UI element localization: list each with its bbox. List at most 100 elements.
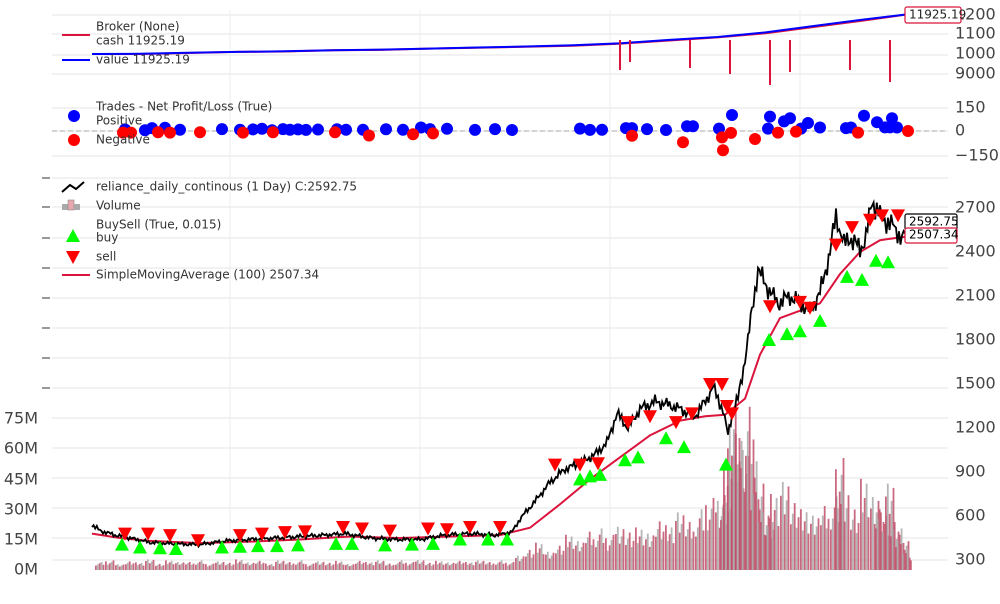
volume-bar xyxy=(516,555,519,570)
volume-bar xyxy=(475,561,477,570)
volume-bar xyxy=(751,493,754,570)
volume-bar xyxy=(412,562,415,570)
broker-last-value-label: 11925.19 xyxy=(909,8,966,22)
volume-bar xyxy=(886,483,889,570)
volume-bar xyxy=(426,564,429,570)
negative-trade-point xyxy=(407,128,419,141)
volume-bar xyxy=(646,533,649,570)
volume-bar xyxy=(508,564,511,570)
buy-marker xyxy=(593,467,607,481)
volume-bar xyxy=(626,538,629,570)
volume-bar xyxy=(515,558,517,570)
buy-marker xyxy=(583,469,597,483)
negative-trade-point xyxy=(790,125,802,138)
volume-bar xyxy=(135,562,137,570)
volume-bar xyxy=(342,564,345,570)
volume-bar xyxy=(275,561,277,570)
sell-marker xyxy=(573,458,587,472)
volume-bar xyxy=(495,564,497,570)
price-y-tick: 1200 xyxy=(955,418,996,437)
sell-marker xyxy=(591,457,605,471)
volume-bar xyxy=(408,564,411,570)
volume-bar xyxy=(105,561,107,570)
volume-bar xyxy=(820,525,822,570)
volume-bar xyxy=(546,551,549,570)
trades-y-tick: 0 xyxy=(955,121,965,140)
volume-bar xyxy=(435,560,437,570)
volume-bar xyxy=(166,563,169,570)
volume-bar xyxy=(615,534,617,570)
volume-bar xyxy=(771,522,774,570)
buy-marker xyxy=(631,450,645,464)
volume-bar xyxy=(552,552,555,570)
buy-marker xyxy=(251,539,265,553)
buy-marker xyxy=(453,532,467,546)
volume-bar xyxy=(402,563,405,570)
volume-bar xyxy=(165,560,167,570)
volume-bar xyxy=(636,543,639,570)
volume-bar xyxy=(490,564,493,570)
volume-bar xyxy=(810,523,812,570)
buy-marker xyxy=(169,542,183,555)
volume-bar xyxy=(278,563,281,570)
volume-bar xyxy=(496,563,499,570)
volume-bar xyxy=(148,563,151,570)
close-price-line xyxy=(91,198,911,549)
negative-trade-point xyxy=(427,127,439,140)
negative-trade-point xyxy=(363,129,375,142)
volume-bar xyxy=(705,505,707,570)
negative-trade-point xyxy=(626,129,638,142)
volume-bar xyxy=(773,510,776,570)
volume-bar xyxy=(170,560,173,570)
volume-bar xyxy=(592,539,595,570)
price-legend: reliance_daily_continous (1 Day) C:2592.… xyxy=(61,180,357,282)
volume-bar xyxy=(835,469,837,570)
sell-marker xyxy=(118,527,132,541)
volume-bar xyxy=(728,425,731,570)
sell-marker xyxy=(875,209,889,223)
volume-bar xyxy=(270,563,273,570)
volume-bar xyxy=(465,562,467,570)
volume-bar xyxy=(620,536,623,570)
volume-bar xyxy=(280,562,283,570)
volume-bar xyxy=(688,522,691,570)
positive-trade-point xyxy=(174,123,186,136)
volume-bar xyxy=(827,518,830,570)
volume-bar xyxy=(576,541,579,570)
volume-bar xyxy=(406,565,409,570)
positive-trade-point xyxy=(247,123,259,136)
volume-bar xyxy=(851,519,854,570)
buy-marker xyxy=(573,472,587,486)
volume-bar xyxy=(566,547,569,570)
volume-bar xyxy=(128,561,131,570)
volume-bar xyxy=(350,565,353,570)
volume-bar xyxy=(368,563,371,570)
negative-trade-point xyxy=(852,126,864,139)
volume-bar xyxy=(385,565,387,570)
volume-bar xyxy=(685,536,687,570)
volume-bar xyxy=(606,550,609,570)
broker-legend: Broker (None)cash 11925.19 value 11925.19 xyxy=(62,20,190,67)
volume-bar xyxy=(118,566,121,570)
volume-bar xyxy=(102,564,105,570)
broker-y-tick: 1100 xyxy=(955,24,996,43)
volume-bar xyxy=(550,555,553,570)
volume-bar xyxy=(98,563,101,570)
volume-bar xyxy=(528,549,531,570)
volume-bar xyxy=(445,563,447,570)
volume-bar xyxy=(736,481,739,570)
volume-bar xyxy=(235,559,237,570)
volume-bar xyxy=(125,564,127,570)
sell-marker xyxy=(725,407,739,421)
buy-marker xyxy=(762,333,776,346)
volume-bar xyxy=(96,564,99,570)
volume-bar xyxy=(645,539,647,570)
volume-bar xyxy=(758,509,761,570)
volume-bar xyxy=(905,553,907,570)
buy-marker xyxy=(500,532,514,546)
volume-bar xyxy=(140,562,143,570)
volume-bar xyxy=(502,563,505,570)
volume-bar xyxy=(710,508,713,570)
volume-bar xyxy=(638,536,641,570)
